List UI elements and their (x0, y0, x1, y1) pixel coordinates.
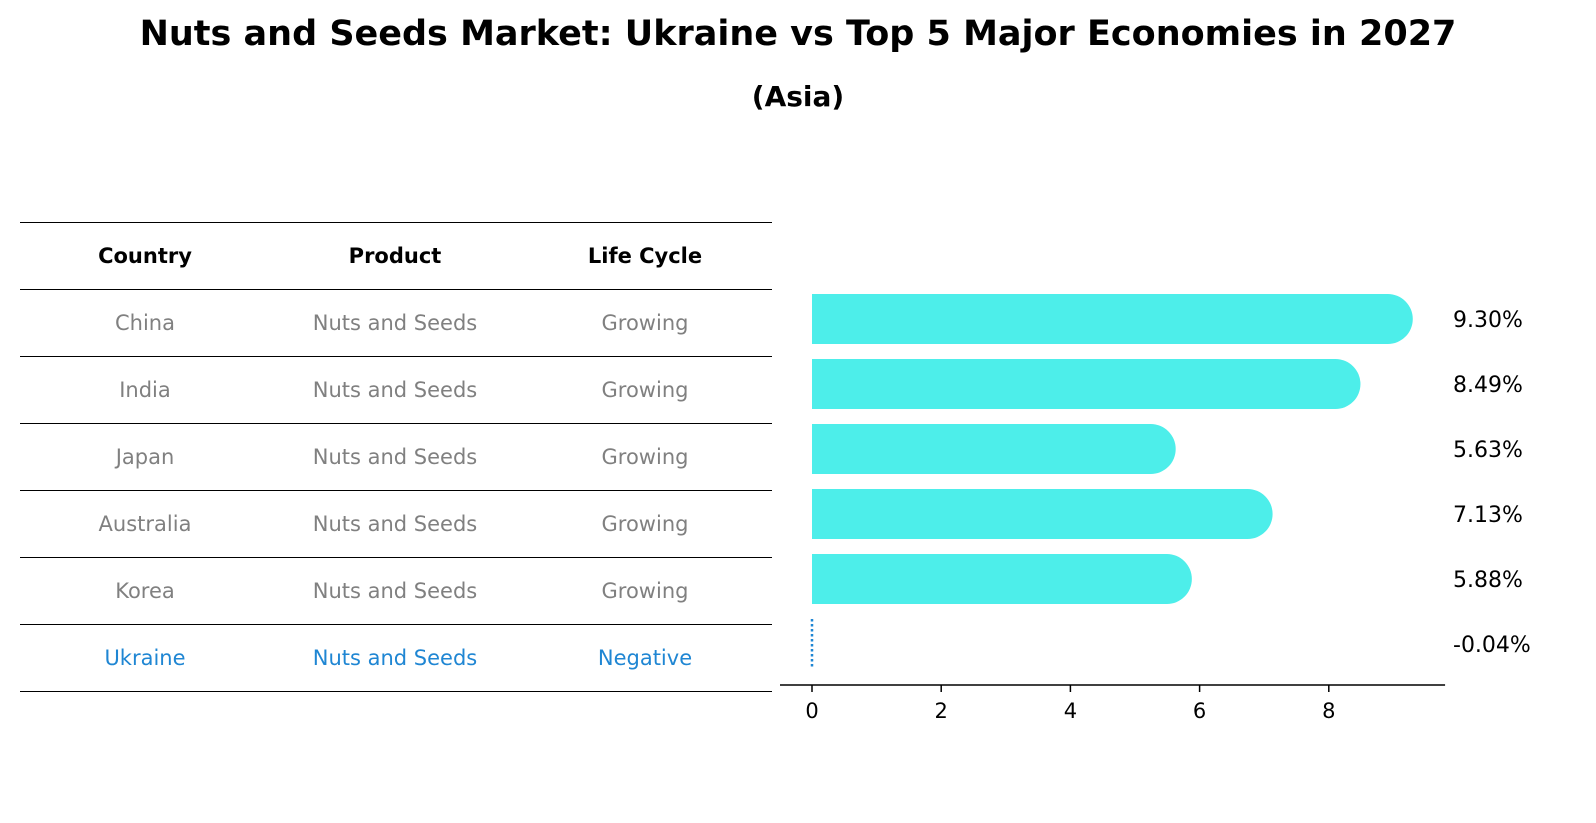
bar-korea (812, 554, 1192, 604)
value-label-india: 8.49% (1453, 373, 1523, 398)
header-country: Country (98, 244, 192, 268)
cell-life-cycle: Growing (601, 445, 689, 469)
value-label-australia: 7.13% (1453, 503, 1523, 528)
table-header-row: Country Product Life Cycle (20, 222, 772, 289)
cell-country: Ukraine (104, 646, 186, 670)
cell-country: China (115, 311, 175, 335)
x-tick-label: 6 (1193, 699, 1206, 723)
cell-product: Nuts and Seeds (312, 445, 478, 469)
table-row: Korea Nuts and Seeds Growing (20, 557, 772, 624)
bar-china (812, 294, 1413, 344)
cell-country: India (119, 378, 171, 402)
cell-country: Australia (98, 512, 192, 536)
chart-title: Nuts and Seeds Market: Ukraine vs Top 5 … (139, 14, 1457, 54)
header-product: Product (348, 244, 442, 268)
table-row: China Nuts and Seeds Growing (20, 289, 772, 356)
bar-australia (812, 489, 1273, 539)
cell-product: Nuts and Seeds (312, 512, 478, 536)
cell-product: Nuts and Seeds (312, 378, 478, 402)
value-label-japan: 5.63% (1453, 438, 1523, 463)
table-row: Japan Nuts and Seeds Growing (20, 423, 772, 490)
growth-bar-chart: 9.30% 8.49% 5.63% 7.13% 5.88% -0.04% 0 2 4 6 8 (780, 294, 1531, 723)
x-tick-label: 4 (1064, 699, 1077, 723)
market-table: Country Product Life Cycle China Nuts an… (20, 222, 772, 692)
x-tick-label: 8 (1322, 699, 1335, 723)
cell-country: Korea (115, 579, 175, 603)
cell-life-cycle: Growing (601, 378, 689, 402)
header-life-cycle: Life Cycle (587, 244, 703, 268)
cell-life-cycle: Growing (601, 311, 689, 335)
cell-life-cycle: Growing (601, 579, 689, 603)
cell-product: Nuts and Seeds (312, 311, 478, 335)
x-tick-label: 2 (935, 699, 948, 723)
cell-product: Nuts and Seeds (312, 579, 478, 603)
bar-japan (812, 424, 1176, 474)
table-row-highlight: Ukraine Nuts and Seeds Negative (20, 624, 772, 692)
value-label-china: 9.30% (1453, 308, 1523, 333)
cell-life-cycle: Growing (601, 512, 689, 536)
value-label-ukraine: -0.04% (1453, 633, 1531, 658)
x-tick-label: 0 (805, 699, 818, 723)
table-row: India Nuts and Seeds Growing (20, 356, 772, 423)
cell-life-cycle: Negative (597, 646, 693, 670)
value-label-korea: 5.88% (1453, 568, 1523, 593)
cell-product: Nuts and Seeds (312, 646, 478, 670)
table-row: Australia Nuts and Seeds Growing (20, 490, 772, 557)
chart-subtitle: (Asia) (751, 80, 845, 113)
cell-country: Japan (115, 445, 175, 469)
bar-india (812, 359, 1361, 409)
